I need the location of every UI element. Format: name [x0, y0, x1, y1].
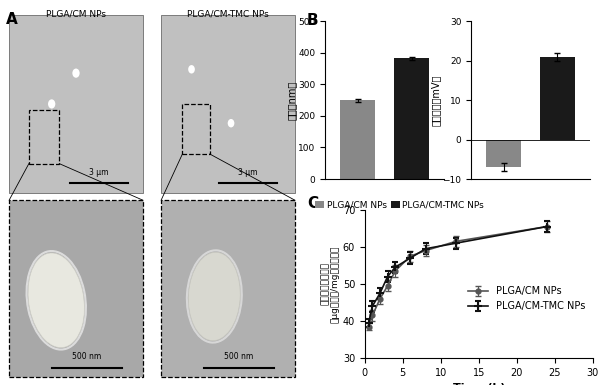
Text: A: A — [6, 12, 18, 27]
Y-axis label: 累计蛋白质释放量
（μg蛋白质/mg纳米颗粒）: 累计蛋白质释放量 （μg蛋白质/mg纳米颗粒） — [320, 245, 340, 323]
Text: PLGA/CM-TMC NPs: PLGA/CM-TMC NPs — [187, 10, 269, 18]
Text: 3 μm: 3 μm — [89, 168, 109, 177]
Circle shape — [188, 65, 195, 74]
Bar — [182, 104, 210, 154]
Bar — [9, 15, 143, 192]
Bar — [340, 100, 375, 179]
Ellipse shape — [28, 253, 85, 348]
Text: 500 nm: 500 nm — [72, 352, 102, 361]
Bar — [394, 59, 429, 179]
Y-axis label: 表面电荷（mV）: 表面电荷（mV） — [431, 74, 441, 126]
Bar — [486, 139, 521, 167]
Legend: PLGA/CM NPs, PLGA/CM-TMC NPs: PLGA/CM NPs, PLGA/CM-TMC NPs — [311, 197, 488, 213]
Ellipse shape — [188, 252, 240, 341]
Bar — [540, 57, 575, 139]
Text: C: C — [307, 196, 318, 211]
Circle shape — [48, 99, 55, 109]
Legend: PLGA/CM NPs, PLGA/CM-TMC NPs: PLGA/CM NPs, PLGA/CM-TMC NPs — [466, 283, 588, 314]
Text: 3 μm: 3 μm — [238, 168, 258, 177]
Bar — [29, 110, 60, 164]
Bar — [161, 15, 295, 192]
Circle shape — [72, 69, 80, 78]
Text: 500 nm: 500 nm — [224, 352, 254, 361]
Bar — [161, 200, 295, 377]
Y-axis label: 直径（nm）: 直径（nm） — [287, 80, 297, 120]
Text: B: B — [307, 13, 319, 28]
X-axis label: Time (h): Time (h) — [452, 383, 505, 385]
Text: PLGA/CM NPs: PLGA/CM NPs — [46, 10, 106, 18]
Bar — [9, 200, 143, 377]
Circle shape — [227, 119, 235, 127]
